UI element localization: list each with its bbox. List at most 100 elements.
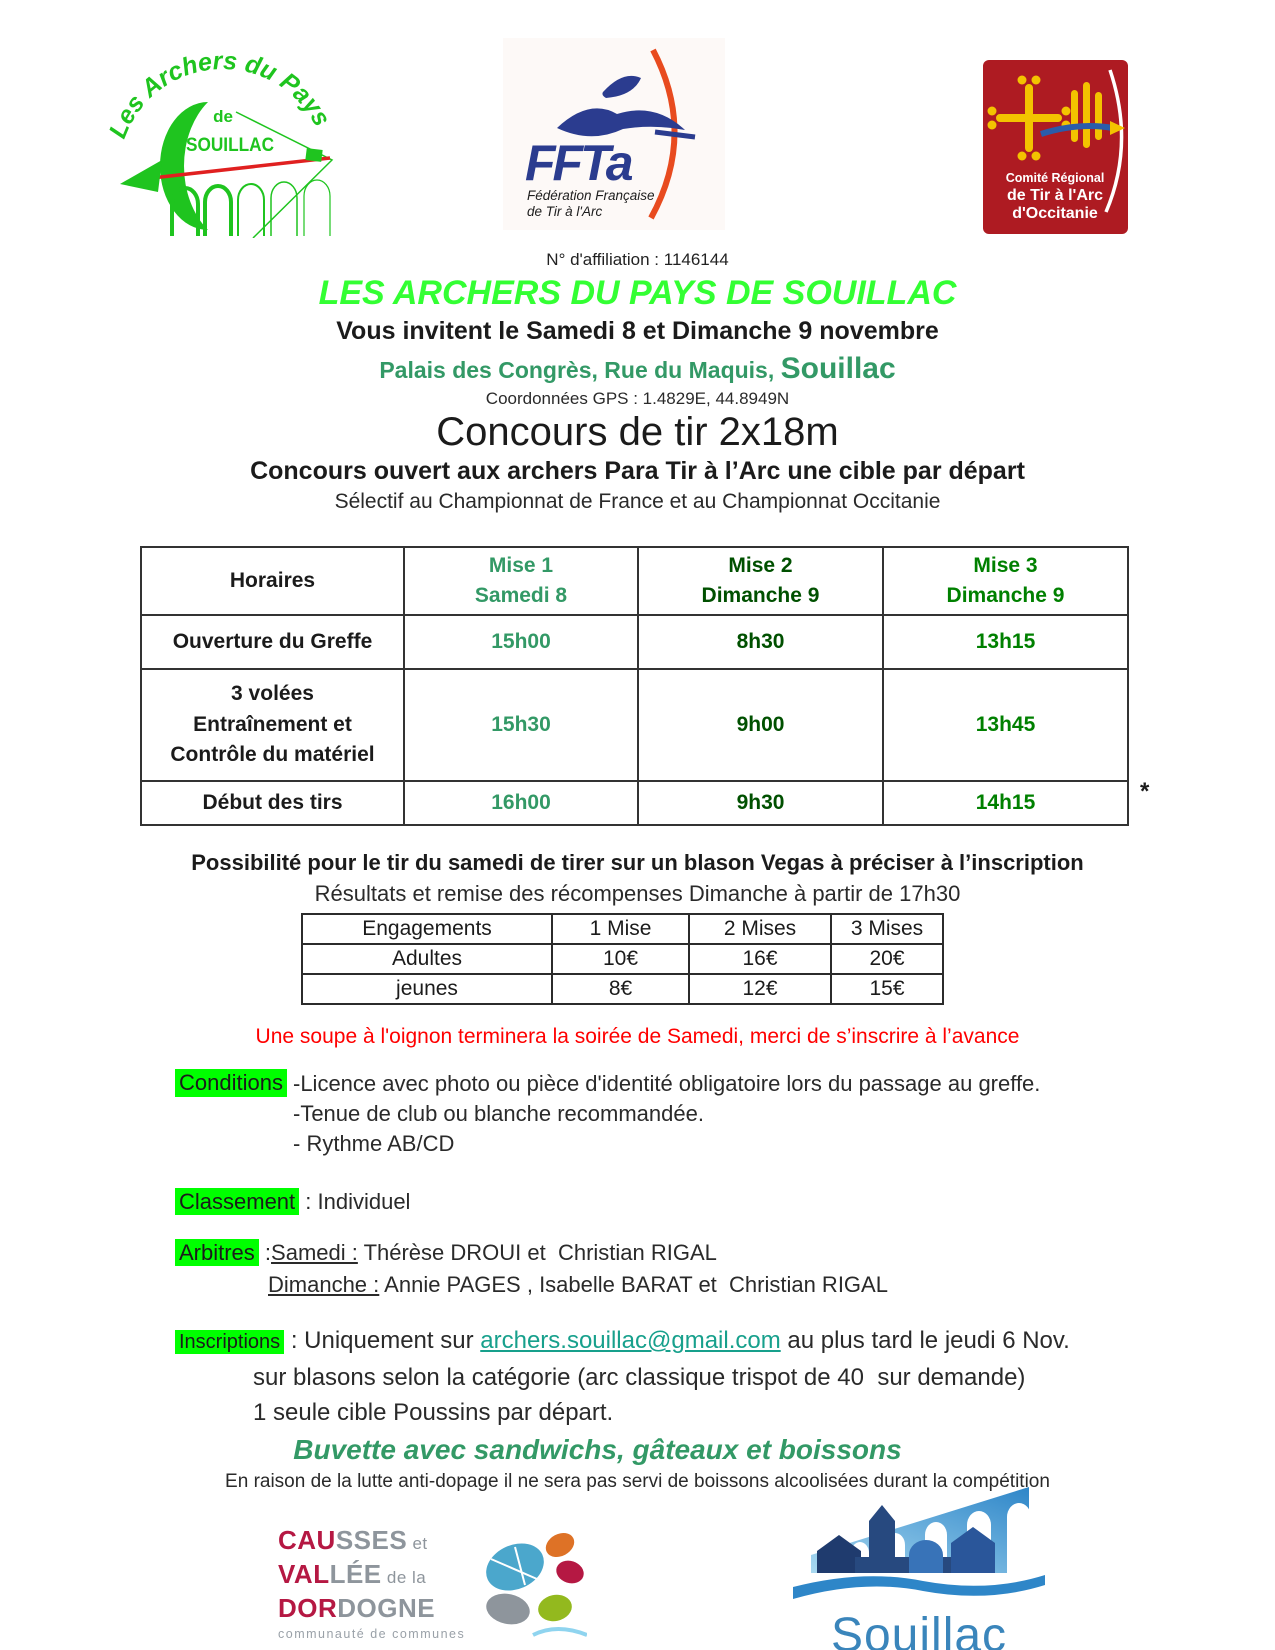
classement-label: Classement (175, 1188, 300, 1215)
gps-coordinates: Coordonnées GPS : 1.4829E, 44.8949N (485, 389, 790, 408)
cv-l1-bold: CAU (278, 1525, 336, 1555)
club-de-text: de (213, 107, 233, 126)
club-arrow-head (120, 160, 162, 192)
conditions-line-2: -Tenue de club ou blanche recommandée. (293, 1101, 704, 1126)
page-title: LES ARCHERS DU PAYS DE SOUILLAC (318, 274, 957, 312)
debut-mise2: 9h30 (637, 780, 884, 826)
schedule-header-row: Horaires Mise 1 Samedi 8 Mise 2 Dimanche… (140, 546, 1129, 616)
club-crescent-bow (160, 102, 208, 230)
occitan-cross (996, 84, 1062, 152)
cauvaldor-text: CAUSSES et VALLÉE de la DORDOGNE communa… (278, 1525, 465, 1641)
fees-table: Engagements 1 Mise 2 Mises 3 Mises Adult… (301, 913, 944, 1005)
schedule-table-wrap: Horaires Mise 1 Samedi 8 Mise 2 Dimanche… (140, 546, 1240, 826)
mise2-line1: Mise 2 (728, 553, 793, 577)
cv-l2-bold: VAL (278, 1559, 330, 1589)
mise1-line1: Mise 1 (488, 553, 554, 577)
occ-line2: de Tir à l'Arc (1007, 187, 1103, 204)
mise1-line2: Samedi 8 (474, 584, 568, 607)
cauvaldor-pebbles-icon (486, 1533, 588, 1637)
cauvaldor-tagline: communauté de communes (278, 1627, 466, 1641)
cv-l1-small: et (407, 1534, 428, 1553)
venue-city: Souillac (780, 352, 896, 385)
fees-header-row: Engagements 1 Mise 2 Mises 3 Mises (301, 913, 944, 945)
occ-bow (1104, 69, 1124, 213)
affiliation-number: N° d'affiliation : 1146144 (546, 250, 729, 269)
inscriptions-line-3: 1 seule cible Poussins par départ. (253, 1399, 614, 1426)
occ-line3: d'Occitanie (1012, 205, 1098, 222)
greffe-mise3: 13h15 (882, 614, 1129, 670)
email-link[interactable]: archers.souillac@gmail.com (480, 1327, 781, 1354)
souillac-town-logo-icon: Souillac sur Dordogne (793, 1487, 1045, 1650)
ffta-arrow (654, 129, 696, 140)
conditions-lines: -Licence avec photo ou pièce d'identité … (293, 1069, 1275, 1159)
fees-header-3mises: 3 Mises (830, 913, 944, 945)
svg-text:Les Archers du Pays: Les Archers du Pays (108, 50, 336, 142)
fees-header-2mises: 2 Mises (688, 913, 832, 945)
schedule-row-greffe: Ouverture du Greffe 15h00 8h30 13h15 (140, 614, 1129, 670)
fees-row-adultes: Adultes 10€ 16€ 20€ (301, 943, 944, 975)
entrainement-mise2: 9h00 (637, 668, 884, 782)
occitanie-committee-logo-icon: Comité Régional de Tir à l'Arc d'Occitan… (983, 60, 1128, 234)
club-logo-archers-souillac-icon: Les Archers du Pays de SOUILLAC (108, 50, 336, 238)
souillac-name: Souillac (831, 1609, 1007, 1650)
conditions-section: Conditions -Licence avec photo ou pièce … (175, 1069, 1275, 1159)
occ-arrow (1040, 123, 1114, 137)
ffta-swoosh-bottom (557, 108, 685, 137)
ffta-subline2: de Tir à l'Arc (527, 204, 602, 219)
fees-adultes-1: 10€ (551, 943, 690, 975)
fees-header-engagements: Engagements (301, 913, 553, 945)
inscriptions-line-2: sur blasons selon la catégorie (arc clas… (253, 1364, 1026, 1391)
inscriptions-label: Inscriptions (175, 1330, 285, 1354)
buvette-line: Buvette avec sandwichs, gâteaux et boiss… (293, 1434, 902, 1465)
debut-mise3: 14h15 (882, 780, 1129, 826)
conditions-line-1: -Licence avec photo ou pièce d'identité … (293, 1071, 1041, 1096)
club-arches (170, 179, 331, 236)
entrainement-mise1: 15h30 (403, 668, 639, 782)
event-title: Concours de tir 2x18m (436, 410, 839, 454)
vegas-note: Possibilité pour le tir du samedi de tir… (191, 850, 1084, 875)
fees-adultes-label: Adultes (301, 943, 553, 975)
invitation-line: Vous invitent le Samedi 8 et Dimanche 9 … (336, 317, 939, 345)
results-note: Résultats et remise des récompenses Dima… (314, 881, 961, 906)
bottom-logos-row: CAUSSES et VALLÉE de la DORDOGNE communa… (0, 1487, 1275, 1650)
ffta-acronym: FFTa (525, 135, 633, 191)
cv-l3-rest: DOGNE (337, 1593, 436, 1623)
classement-value: : Individuel (299, 1189, 411, 1214)
footnote-asterisk: * (1140, 778, 1150, 805)
cauvaldor-line-1: CAUSSES et (278, 1525, 465, 1559)
arbitres-colon: : (258, 1240, 272, 1265)
fees-adultes-2: 16€ (688, 943, 832, 975)
arbitres-samedi-label: Samedi : (271, 1240, 358, 1265)
ffta-swoosh-top (602, 75, 641, 98)
inscriptions-before-email: : Uniquement sur (284, 1327, 481, 1354)
souillac-wave (793, 1575, 1045, 1599)
fees-jeunes-3: 15€ (830, 973, 944, 1005)
club-arrow-shaft (151, 156, 331, 180)
occ-arrow-tip (1110, 121, 1125, 135)
souillac-skyline (817, 1505, 995, 1573)
cv-l2-small: de la (381, 1568, 427, 1587)
venue-address: Palais des Congrès, Rue du Maquis, (379, 357, 781, 383)
arbitres-label: Arbitres (175, 1239, 259, 1266)
soup-notice: Une soupe à l'oignon terminera la soirée… (255, 1025, 1020, 1048)
mise2-line2: Dimanche 9 (701, 584, 820, 607)
anti-dopage-line: En raison de la lutte anti-dopage il ne … (225, 1471, 1050, 1492)
greffe-mise1: 15h00 (403, 614, 639, 670)
schedule-header-horaires: Horaires (140, 546, 405, 616)
inscriptions-line-1: Inscriptions : Uniquement sur archers.so… (175, 1323, 1275, 1360)
row-label-debut-tirs: Début des tirs (140, 780, 405, 826)
fees-row-jeunes: jeunes 8€ 12€ 15€ (301, 973, 944, 1005)
cauvaldor-line-2: VALLÉE de la (278, 1559, 465, 1593)
club-kite-outline (235, 111, 334, 238)
arbitres-samedi-names: Thérèse DROUI et Christian RIGAL (357, 1240, 717, 1265)
arbitres-line-dimanche: Dimanche : Annie PAGES , Isabelle BARAT … (268, 1269, 1275, 1301)
event-subtitle-selectif: Sélectif au Championnat de France et au … (334, 490, 941, 513)
cv-l2-rest: LÉE (329, 1559, 382, 1589)
classement-section: Classement : Individuel (175, 1187, 1275, 1217)
cauvaldor-logo: CAUSSES et VALLÉE de la DORDOGNE communa… (278, 1525, 588, 1647)
row-label-entrainement: 3 volées Entraînement et Contrôle du mat… (140, 668, 405, 782)
event-subtitle-para: Concours ouvert aux archers Para Tir à l… (250, 457, 1025, 485)
cauvaldor-line-3: DORDOGNE (278, 1593, 465, 1623)
inscriptions-after-email: au plus tard le jeudi 6 Nov. (780, 1327, 1070, 1354)
